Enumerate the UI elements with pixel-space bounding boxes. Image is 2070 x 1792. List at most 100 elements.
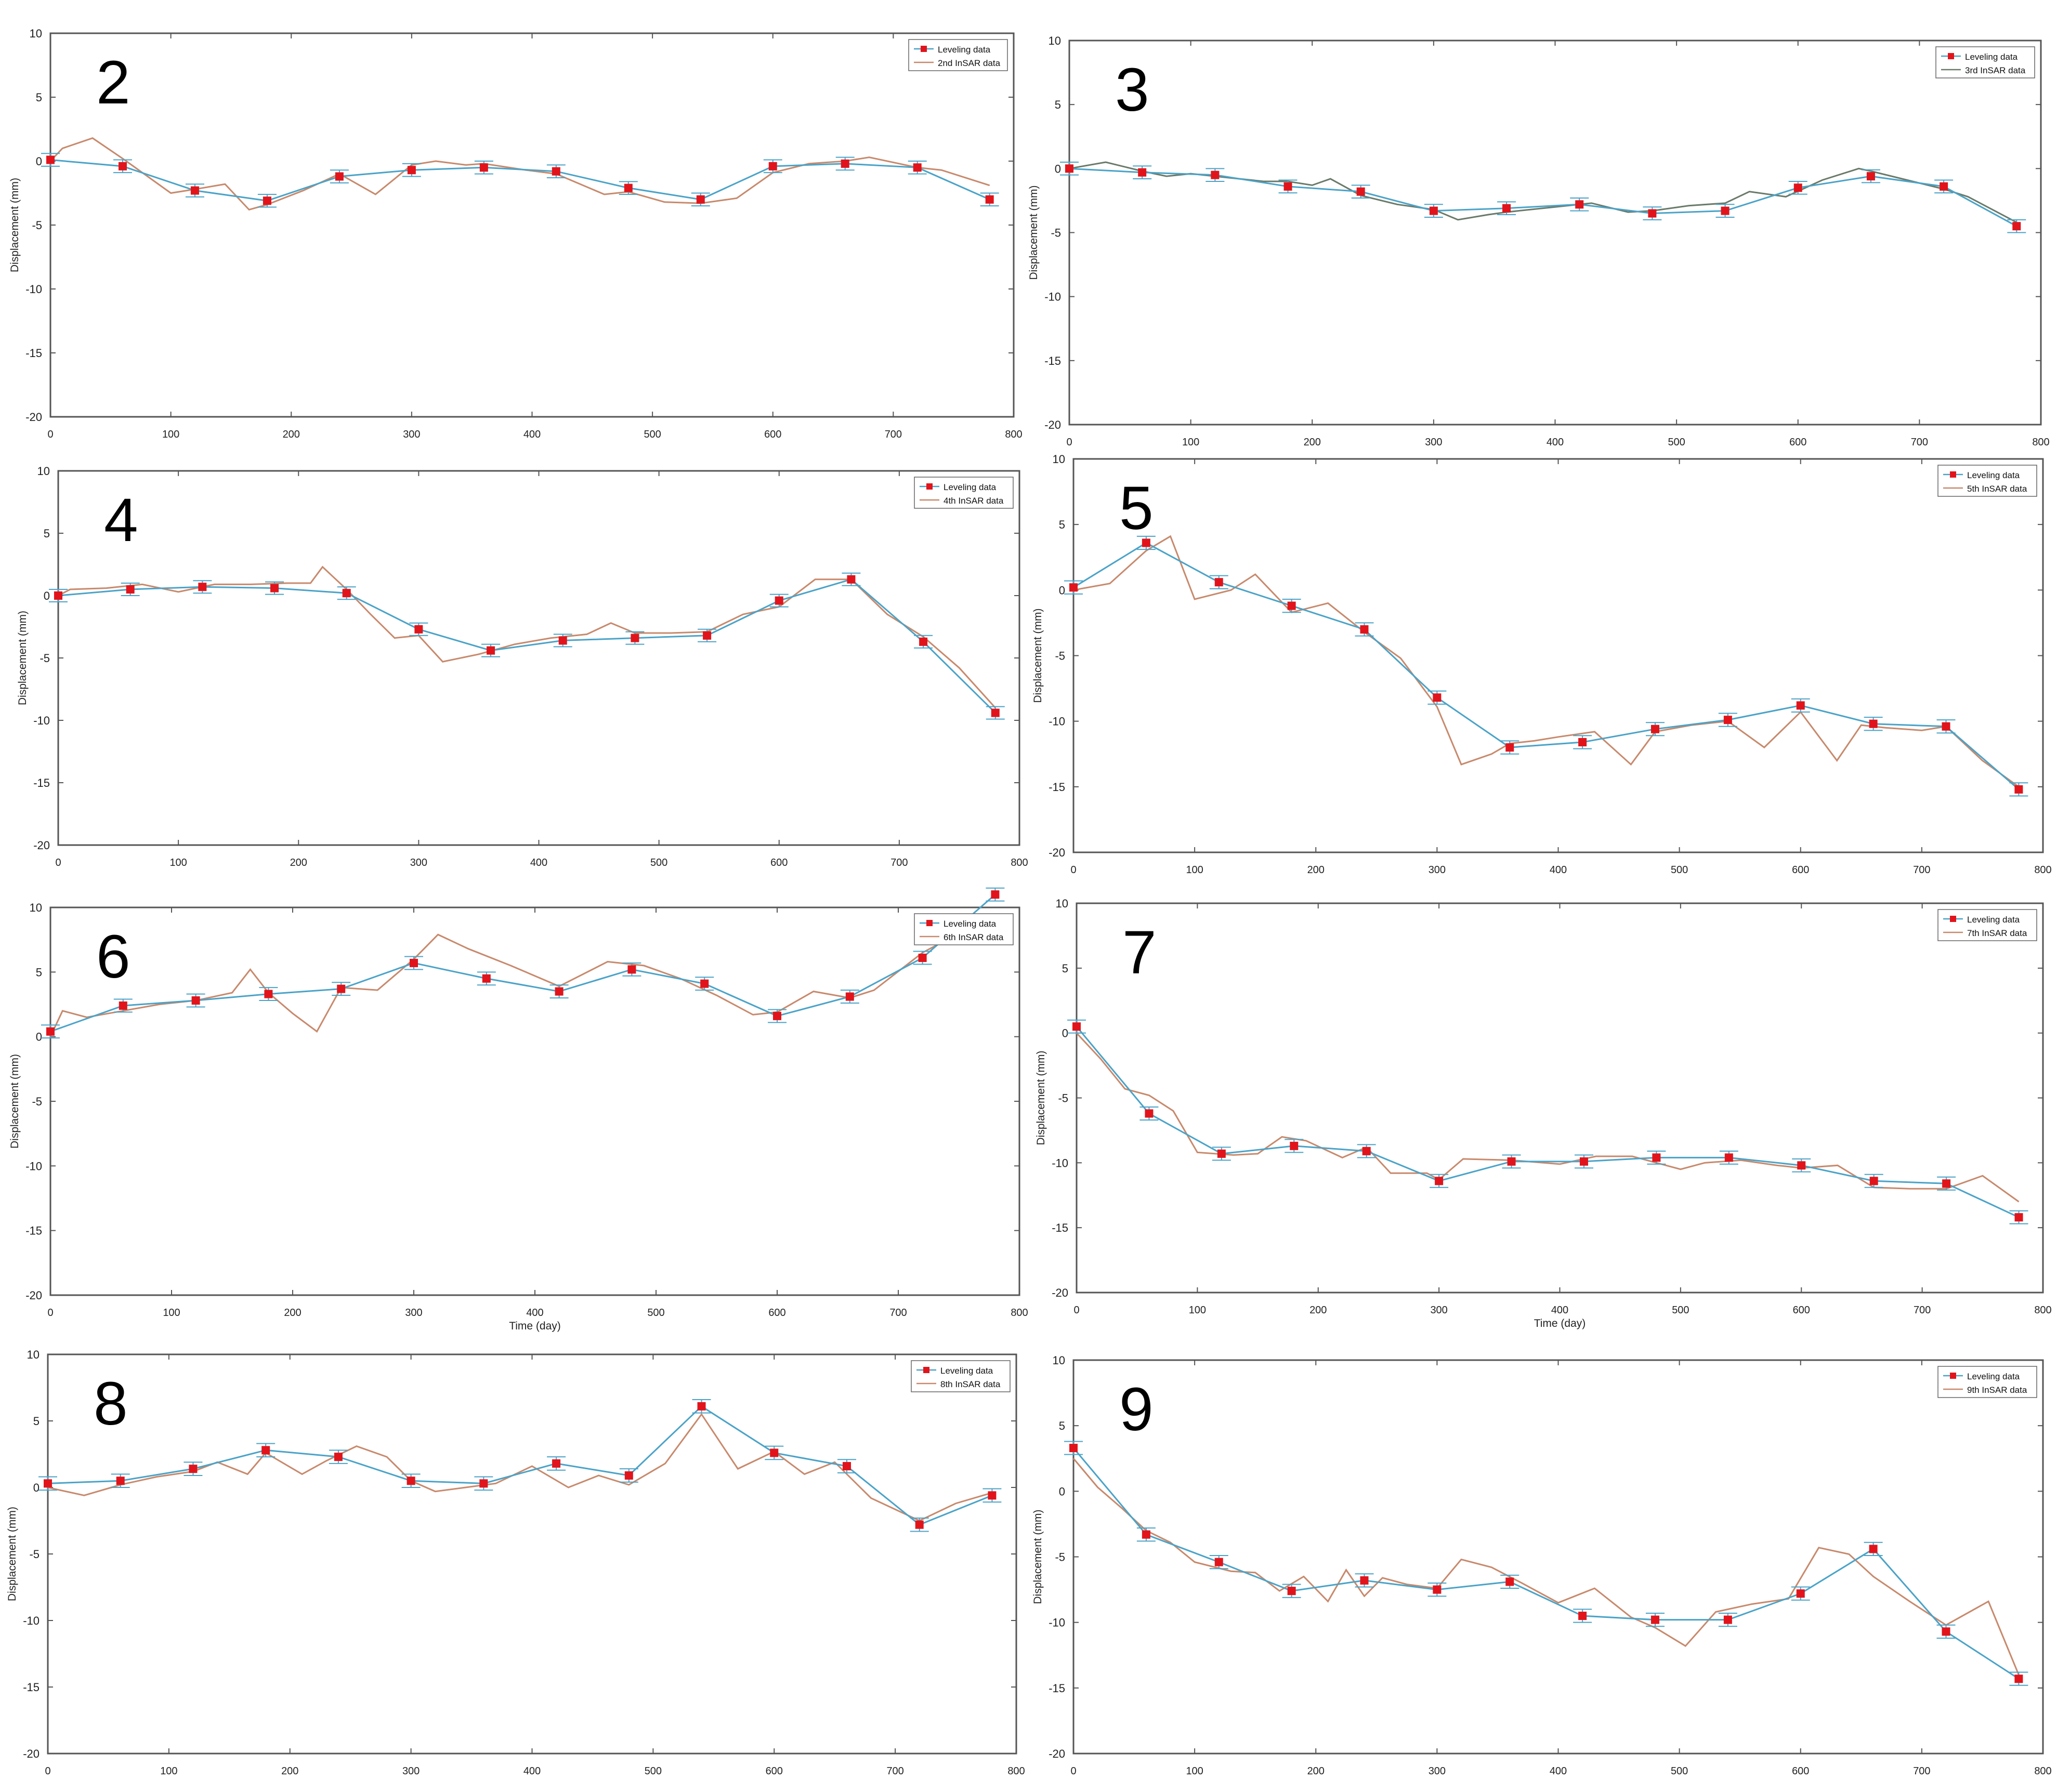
y-tick-label: -10 <box>1044 291 1061 304</box>
x-tick-label: 200 <box>283 429 300 440</box>
x-tick-label: 800 <box>1005 429 1022 440</box>
leveling-point <box>44 1479 52 1488</box>
leveling-point <box>847 575 856 584</box>
leveling-series-line <box>58 578 996 714</box>
y-tick-label: 5 <box>36 966 42 979</box>
leveling-point <box>696 195 705 204</box>
legend-label-leveling: Leveling data <box>944 482 997 492</box>
panel-number: 8 <box>94 1369 128 1438</box>
y-tick-label: -10 <box>1049 1616 1065 1629</box>
y-tick-label: 0 <box>33 1481 40 1494</box>
x-tick-label: 800 <box>1011 1307 1028 1319</box>
leveling-point <box>1648 209 1657 218</box>
chart-panel-2: 0 100 200 300 400 500 600 700 800 -20 -15 -10 -5 0 5 10… <box>9 27 1023 440</box>
x-tick-label: 400 <box>530 857 547 868</box>
x-tick-label: 200 <box>284 1307 301 1319</box>
y-tick-label: -5 <box>32 1095 42 1108</box>
leveling-point <box>119 1001 127 1010</box>
x-tick-label: 300 <box>403 429 420 440</box>
leveling-point <box>1579 1157 1588 1166</box>
leveling-point <box>1290 1141 1299 1150</box>
y-tick-label: -5 <box>40 652 50 665</box>
legend-label-leveling: Leveling data <box>1967 1372 2020 1381</box>
leveling-point <box>2014 1675 2023 1683</box>
leveling-point <box>46 1027 55 1036</box>
leveling-point <box>703 631 712 640</box>
panel-number: 5 <box>1119 474 1154 543</box>
x-tick-label: 200 <box>281 1765 298 1777</box>
x-tick-label: 700 <box>889 1307 907 1319</box>
x-tick-label: 0 <box>45 1765 50 1777</box>
leveling-point <box>190 186 199 195</box>
x-axis-label: Time (day) <box>509 1320 561 1332</box>
legend-label-insar: 5th InSAR data <box>1967 484 2027 494</box>
leveling-series-line <box>50 894 996 1033</box>
leveling-point <box>991 890 1000 899</box>
leveling-point <box>342 589 351 598</box>
y-tick-label: 5 <box>1059 1419 1065 1432</box>
x-tick-label: 100 <box>1186 1765 1203 1777</box>
leveling-point <box>1578 1612 1587 1620</box>
leveling-point <box>1435 1177 1444 1185</box>
leveling-series-line <box>1076 1026 2020 1218</box>
x-tick-label: 500 <box>1672 1305 1689 1316</box>
x-tick-label: 700 <box>885 429 902 440</box>
legend-label-insar: 8th InSAR data <box>940 1379 1001 1389</box>
leveling-point <box>1942 1179 1951 1188</box>
y-tick-label: -10 <box>23 1614 40 1627</box>
legend-label-insar: 7th InSAR data <box>1967 928 2027 938</box>
legend-marker-leveling <box>923 1367 929 1373</box>
y-tick-label: -20 <box>1049 846 1065 859</box>
x-tick-label: 700 <box>890 857 908 868</box>
y-tick-label: -20 <box>1052 1286 1068 1299</box>
panel-number: 6 <box>96 923 130 991</box>
plot-frame <box>1072 458 2044 853</box>
leveling-point <box>118 162 127 170</box>
leveling-point <box>1723 1615 1732 1624</box>
leveling-series-line <box>1069 167 2017 227</box>
x-tick-label: 300 <box>1425 437 1442 448</box>
y-tick-label: -15 <box>25 347 42 360</box>
leveling-point <box>126 585 135 594</box>
leveling-point <box>1869 1177 1878 1185</box>
y-tick-label: -20 <box>23 1747 40 1760</box>
legend-box <box>908 39 1008 71</box>
y-tick-label: 10 <box>37 465 50 478</box>
leveling-point <box>1721 206 1730 215</box>
y-axis-label: Displacement (mm) <box>1028 185 1040 280</box>
leveling-point <box>270 584 279 592</box>
x-tick-label: 300 <box>402 1765 420 1777</box>
leveling-point <box>988 1491 997 1500</box>
y-tick-label: -15 <box>1052 1221 1068 1234</box>
x-tick-label: 700 <box>1913 864 1930 876</box>
x-tick-label: 0 <box>1070 864 1076 876</box>
y-tick-label: 10 <box>1049 34 1061 47</box>
plot-frame <box>57 470 1020 846</box>
legend-label-insar: 4th InSAR data <box>944 496 1004 506</box>
leveling-point <box>407 1477 415 1485</box>
leveling-point <box>624 1471 633 1480</box>
x-tick-label: 500 <box>647 1307 664 1319</box>
leveling-point <box>1942 1627 1950 1636</box>
leveling-point <box>1069 583 1078 592</box>
y-tick-label: 10 <box>1056 897 1068 910</box>
y-tick-label: 5 <box>1055 98 1061 111</box>
leveling-point <box>407 166 416 175</box>
legend-marker-leveling <box>926 920 933 926</box>
y-tick-label: -20 <box>1049 1747 1065 1760</box>
legend-label-leveling: Leveling data <box>1967 915 2020 925</box>
y-axis-label: Displacement (mm) <box>1032 608 1044 703</box>
legend-label-insar: 3rd InSAR data <box>1965 65 2026 75</box>
x-tick-label: 200 <box>1304 437 1321 448</box>
legend-label-leveling: Leveling data <box>1967 470 2020 480</box>
leveling-series-line <box>50 159 990 202</box>
y-axis-label: Displacement (mm) <box>1032 1509 1044 1604</box>
x-tick-label: 100 <box>1189 1305 1206 1316</box>
leveling-point <box>191 996 200 1005</box>
leveling-point <box>631 634 639 642</box>
leveling-point <box>985 195 994 204</box>
leveling-point <box>555 987 564 996</box>
y-axis-label: Displacement (mm) <box>9 178 21 272</box>
x-tick-label: 600 <box>768 1307 785 1319</box>
